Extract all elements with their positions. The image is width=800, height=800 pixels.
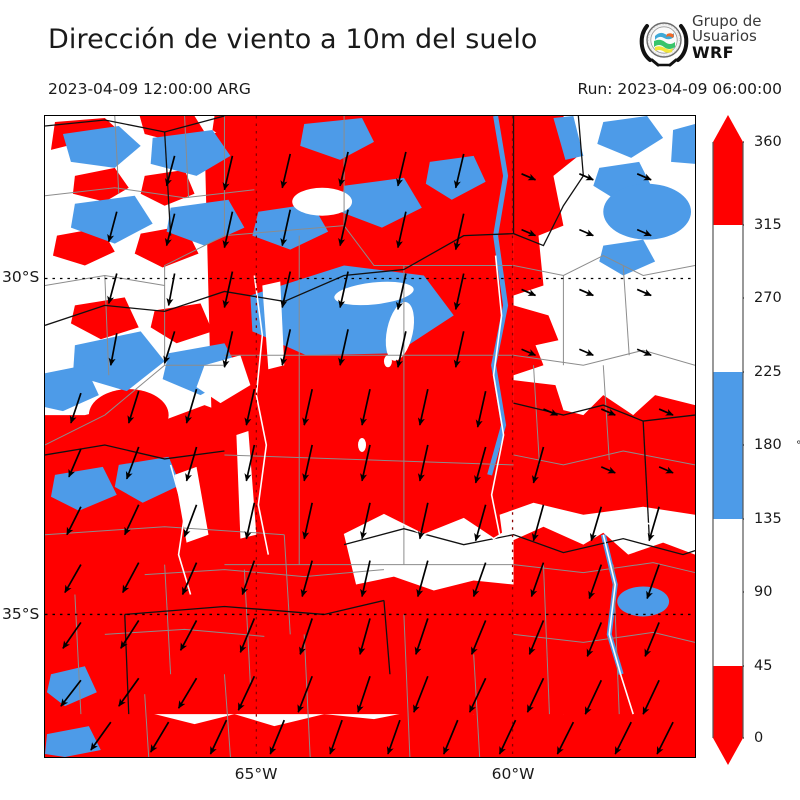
- colorbar-tick-label: 315: [754, 217, 782, 233]
- logo-text-block: Grupo de Usuarios WRF: [692, 12, 762, 62]
- colorbar-tick-label: 270: [754, 290, 782, 306]
- wrf-globe-emblem-icon: [639, 22, 689, 67]
- graticule-lines: [45, 116, 695, 757]
- map-plot-area[interactable]: [44, 115, 696, 758]
- colorbar[interactable]: 360 315 270 225 180 ° 135 90 45 0: [712, 114, 800, 766]
- wind-direction-field: [45, 116, 695, 757]
- page-title: Dirección de viento a 10m del suelo: [48, 24, 538, 55]
- colorbar-tick-label: 45: [754, 658, 773, 674]
- direction-shading-bands: [45, 116, 695, 757]
- colorbar-tick-label: 360: [754, 134, 782, 150]
- colorbar-tick-label: 0: [754, 730, 764, 746]
- wrf-user-group-logo: Grupo de Usuarios WRF: [638, 12, 788, 72]
- colorbar-tick-label: 135: [754, 511, 782, 527]
- logo-line-1: Grupo de: [692, 12, 762, 30]
- political-borders: [45, 116, 695, 757]
- wind-direction-arrows: [60, 151, 674, 755]
- colorbar-tick-label: 90: [754, 584, 773, 600]
- logo-line-2: Usuarios: [692, 27, 757, 46]
- x-axis-tick-label: 60°W: [491, 765, 535, 783]
- colorbar-tick-label: 225: [754, 364, 782, 380]
- run-time-label: Run: 2023-04-09 06:00:00: [577, 80, 783, 98]
- logo-line-3: WRF: [692, 42, 734, 62]
- valid-time-label: 2023-04-09 12:00:00 ARG: [48, 80, 251, 98]
- colorbar-unit-label: °: [796, 438, 800, 452]
- colorbar-tick-label: 180: [754, 437, 782, 453]
- y-axis-tick-label: 35°S: [2, 605, 40, 623]
- y-axis-tick-label: 30°S: [2, 268, 40, 286]
- x-axis-tick-label: 65°W: [234, 765, 278, 783]
- colorbar-gradient: [712, 115, 744, 765]
